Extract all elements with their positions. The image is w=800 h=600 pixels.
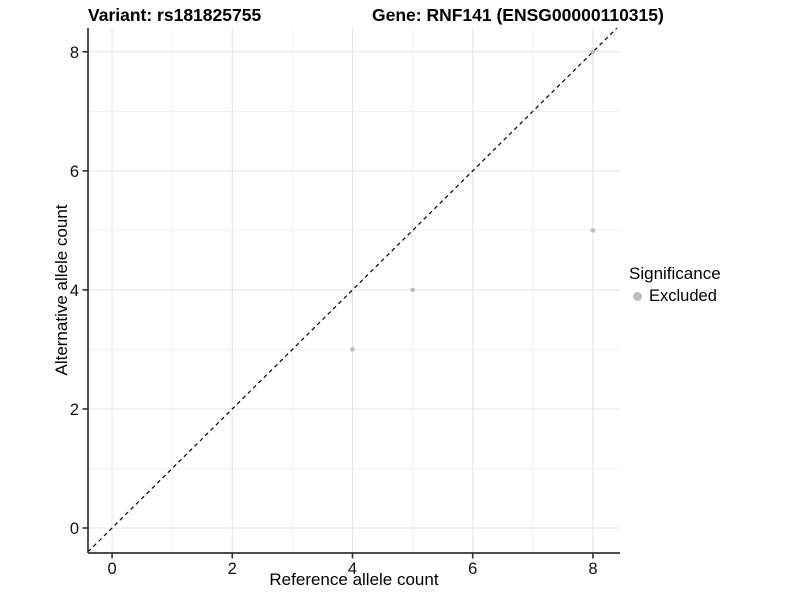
y-axis-title: Alternative allele count (52, 204, 71, 376)
legend-key-dot-icon (633, 292, 642, 301)
legend: Significance Excluded (629, 264, 721, 306)
y-tick-label: 4 (70, 282, 79, 300)
x-tick-label: 4 (348, 560, 357, 578)
data-point (590, 228, 596, 233)
x-tick-label: 2 (228, 560, 237, 578)
x-tick-label: 8 (588, 560, 597, 578)
data-point (410, 287, 415, 293)
y-tick-label: 0 (70, 520, 79, 538)
y-tick-label: 2 (70, 401, 79, 419)
legend-item-label: Excluded (649, 287, 717, 305)
plot-title-variant: Variant: rs181825755 (88, 5, 262, 25)
data-point (590, 49, 596, 55)
y-tick-label: 8 (70, 44, 79, 62)
plot-title-gene: Gene: RNF141 (ENSG00000110315) (372, 5, 664, 25)
legend-title: Significance (629, 264, 721, 283)
x-tick-label: 6 (468, 560, 477, 578)
x-tick-label: 0 (107, 560, 116, 578)
data-point (350, 347, 355, 352)
x-axis-title: Reference allele count (269, 570, 439, 589)
legend-item-excluded: Excluded (629, 287, 721, 306)
y-tick-label: 6 (70, 163, 79, 181)
